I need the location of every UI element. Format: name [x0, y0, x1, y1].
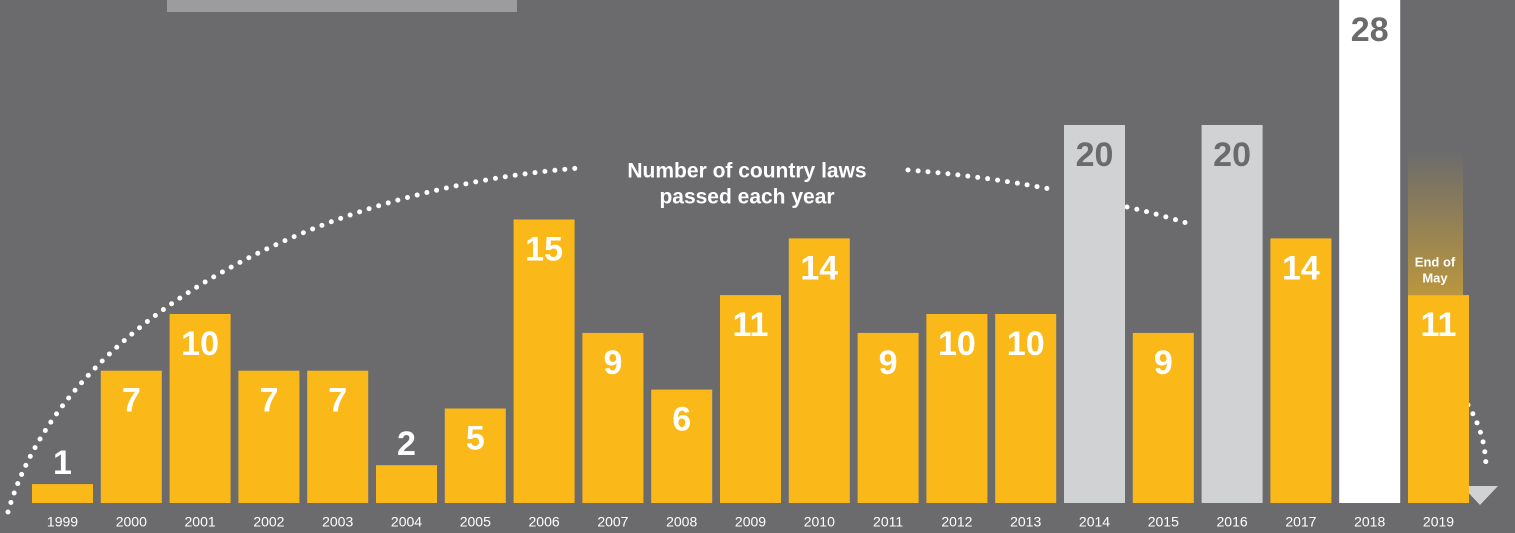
value-label: 11: [1421, 306, 1457, 344]
x-tick-label: 2017: [1285, 514, 1316, 530]
top-panel: [167, 0, 517, 12]
x-tick-label: 2006: [529, 514, 560, 530]
x-tick-label: 2010: [804, 514, 835, 530]
bar: [100, 370, 162, 503]
bar: [1132, 332, 1194, 503]
bar: [788, 238, 850, 503]
value-label: 28: [1351, 11, 1389, 49]
bar: [1201, 125, 1263, 503]
x-tick-label: 2011: [873, 514, 903, 530]
value-label: 14: [1282, 249, 1320, 287]
value-label: 20: [1213, 136, 1251, 174]
bar: [32, 484, 93, 503]
bar: [444, 408, 506, 503]
x-tick-label: 2005: [460, 514, 491, 530]
x-tick-label: 2014: [1079, 514, 1110, 530]
x-tick-label: 2001: [185, 514, 216, 530]
value-label: 7: [259, 382, 278, 420]
value-label: 9: [879, 344, 898, 382]
bar: [651, 389, 713, 503]
value-label: 5: [466, 419, 485, 457]
x-tick-label: 1999: [47, 514, 78, 530]
x-tick-label: 2018: [1354, 514, 1385, 530]
x-tick-label: 2008: [666, 514, 697, 530]
bar: [995, 314, 1057, 503]
x-tick-label: 2002: [253, 514, 284, 530]
bar: [376, 465, 437, 503]
x-tick-label: 2009: [735, 514, 766, 530]
x-tick-label: 2015: [1148, 514, 1179, 530]
value-label: 7: [122, 382, 141, 420]
note-line: End of: [1415, 254, 1456, 269]
bar: [582, 332, 644, 503]
x-tick-label: 2013: [1010, 514, 1041, 530]
bar: [720, 295, 781, 503]
bar: [1339, 0, 1401, 503]
arrow-head: [1462, 486, 1498, 505]
dotted-arc: [5, 165, 1489, 515]
bar: [169, 314, 231, 503]
x-tick-label: 2003: [322, 514, 353, 530]
value-label: 15: [525, 230, 563, 268]
title-line: passed each year: [659, 186, 834, 209]
x-tick-label: 2007: [597, 514, 628, 530]
value-label: 9: [603, 344, 622, 382]
bar: [926, 314, 988, 503]
bar: [513, 219, 575, 503]
x-tick-label: 2000: [116, 514, 147, 530]
arc-mid: [905, 167, 1058, 193]
value-label: 20: [1076, 136, 1114, 174]
value-label: 14: [800, 249, 838, 287]
value-label: 2: [397, 425, 416, 463]
value-label: 10: [938, 325, 976, 363]
x-tick-label: 2019: [1423, 514, 1454, 530]
value-label: 6: [672, 401, 691, 439]
x-tick-label: 2004: [391, 514, 422, 530]
bar: [857, 332, 919, 503]
note-line: May: [1422, 270, 1448, 285]
value-label: 11: [733, 306, 769, 344]
x-tick-label: 2012: [941, 514, 972, 530]
arc-mid2: [1124, 204, 1193, 227]
bar: [307, 370, 369, 503]
title-line: Number of country laws: [627, 160, 866, 183]
x-tick-label: 2016: [1217, 514, 1248, 530]
arc-right: [1465, 402, 1489, 473]
value-label: 10: [181, 325, 219, 363]
value-label: 1: [53, 444, 72, 482]
value-label: 10: [1007, 325, 1045, 363]
bar: [238, 370, 300, 503]
projection-fade: [1408, 150, 1463, 295]
value-label: 7: [328, 382, 347, 420]
bar: [1064, 125, 1125, 503]
bar: [1270, 238, 1332, 503]
value-label: 9: [1154, 344, 1173, 382]
bar: [1408, 295, 1469, 503]
